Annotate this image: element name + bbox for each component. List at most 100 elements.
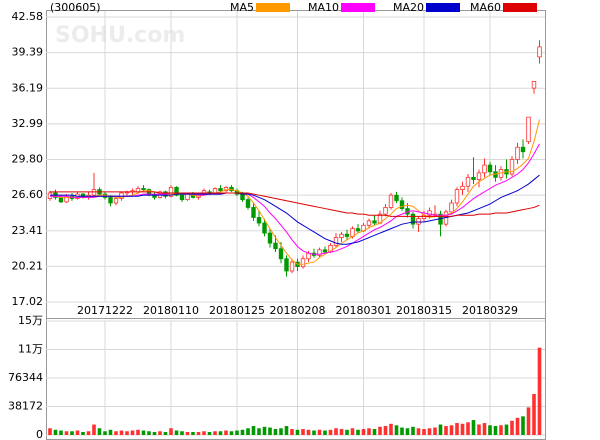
volume-bar bbox=[86, 431, 91, 435]
volume-tick-label: 11万 bbox=[18, 343, 43, 356]
volume-bar bbox=[119, 430, 124, 435]
candle-body bbox=[306, 252, 311, 260]
volume-bar bbox=[284, 426, 289, 435]
ma-line bbox=[50, 191, 540, 217]
y-tick-label: 17.02 bbox=[12, 295, 44, 308]
y-tick-label: 36.19 bbox=[12, 81, 44, 94]
candle-body bbox=[80, 193, 86, 198]
volume-bar bbox=[290, 429, 294, 435]
volume-bar bbox=[345, 429, 349, 435]
candle-body bbox=[251, 207, 256, 218]
candle-body bbox=[229, 186, 234, 192]
ma-line bbox=[50, 119, 540, 265]
volume-bar bbox=[152, 432, 157, 435]
candle-body bbox=[449, 202, 454, 213]
volume-bar bbox=[466, 422, 470, 435]
candle-body bbox=[300, 258, 306, 267]
volume-bar bbox=[130, 430, 135, 435]
volume-bar bbox=[147, 431, 151, 435]
volume-bar bbox=[262, 426, 267, 435]
candle-body bbox=[476, 172, 482, 180]
volume-bar bbox=[521, 416, 525, 435]
volume-bar bbox=[48, 428, 52, 435]
candle-body bbox=[372, 220, 377, 224]
volume-bar bbox=[477, 424, 481, 435]
legend-label: MA60 bbox=[470, 1, 501, 14]
candle-body bbox=[383, 207, 388, 215]
x-tick-label: 20180315 bbox=[396, 304, 452, 317]
legend-label: MA10 bbox=[308, 1, 339, 14]
volume-bar bbox=[378, 426, 382, 435]
candle-body bbox=[262, 222, 267, 234]
volume-bar bbox=[295, 429, 300, 435]
candle-body bbox=[168, 186, 174, 197]
volume-bar bbox=[394, 425, 399, 435]
volume-bar bbox=[136, 429, 140, 435]
volume-bar bbox=[240, 429, 245, 435]
volume-bar bbox=[455, 423, 459, 435]
candle-body bbox=[416, 218, 421, 225]
volume-bar bbox=[103, 431, 107, 435]
candle-body bbox=[185, 193, 190, 201]
legend-swatch bbox=[503, 3, 537, 12]
volume-bar bbox=[53, 429, 58, 435]
volume-bar bbox=[185, 432, 190, 435]
candle-body bbox=[526, 116, 531, 143]
candle-body bbox=[487, 164, 493, 173]
volume-bar bbox=[405, 428, 410, 435]
volume-bar bbox=[257, 428, 261, 435]
candle-body bbox=[344, 233, 350, 237]
volume-bar bbox=[191, 432, 195, 435]
volume-bar bbox=[411, 426, 415, 435]
volume-bar bbox=[317, 429, 322, 435]
ma-line bbox=[50, 143, 540, 255]
candle-body bbox=[399, 200, 405, 209]
volume-bar bbox=[114, 431, 118, 435]
candle-body bbox=[366, 220, 372, 226]
volume-tick-label: 38172 bbox=[8, 400, 43, 413]
candle-body bbox=[333, 237, 339, 246]
volume-tick-label: 0 bbox=[36, 428, 43, 440]
y-tick-label: 39.39 bbox=[12, 46, 44, 59]
volume-bar bbox=[235, 430, 239, 435]
volume-bar bbox=[59, 430, 63, 435]
candle-body bbox=[223, 186, 229, 192]
watermark: SOHU.com bbox=[55, 23, 185, 48]
volume-bar bbox=[515, 417, 520, 435]
volume-bar bbox=[460, 423, 465, 435]
x-tick-label: 20180208 bbox=[270, 304, 326, 317]
volume-bar bbox=[372, 429, 377, 435]
y-tick-label: 29.80 bbox=[12, 153, 44, 166]
volume-bar bbox=[350, 428, 355, 435]
volume-bar bbox=[141, 430, 146, 435]
candle-body bbox=[289, 261, 295, 272]
legend-label: MA20 bbox=[393, 1, 424, 14]
volume-bar bbox=[416, 428, 421, 435]
volume-bar bbox=[196, 432, 201, 435]
y-tick-label: 20.21 bbox=[12, 259, 44, 272]
volume-bar bbox=[75, 430, 80, 435]
volume-bar bbox=[207, 432, 212, 435]
candle-body bbox=[388, 194, 394, 208]
candle-body bbox=[520, 146, 526, 153]
volume-bar bbox=[273, 429, 278, 435]
volume-bar bbox=[70, 431, 74, 435]
volume-bar bbox=[279, 428, 283, 435]
volume-bar bbox=[218, 431, 223, 435]
volume-bar bbox=[510, 420, 514, 435]
legend-label: MA5 bbox=[230, 1, 254, 14]
candle-body bbox=[460, 185, 465, 191]
volume-bar bbox=[356, 429, 360, 435]
candle-body bbox=[427, 210, 432, 216]
candle-body bbox=[454, 189, 460, 204]
x-tick-label: 20171222 bbox=[77, 304, 133, 317]
candle-body bbox=[91, 189, 97, 196]
legend-swatch bbox=[256, 3, 290, 12]
volume-bar bbox=[427, 428, 432, 435]
volume-bar bbox=[92, 424, 96, 435]
volume-bar bbox=[400, 427, 404, 435]
volume-bar bbox=[499, 425, 503, 435]
volume-bar bbox=[312, 430, 316, 435]
volume-bar bbox=[213, 431, 217, 435]
